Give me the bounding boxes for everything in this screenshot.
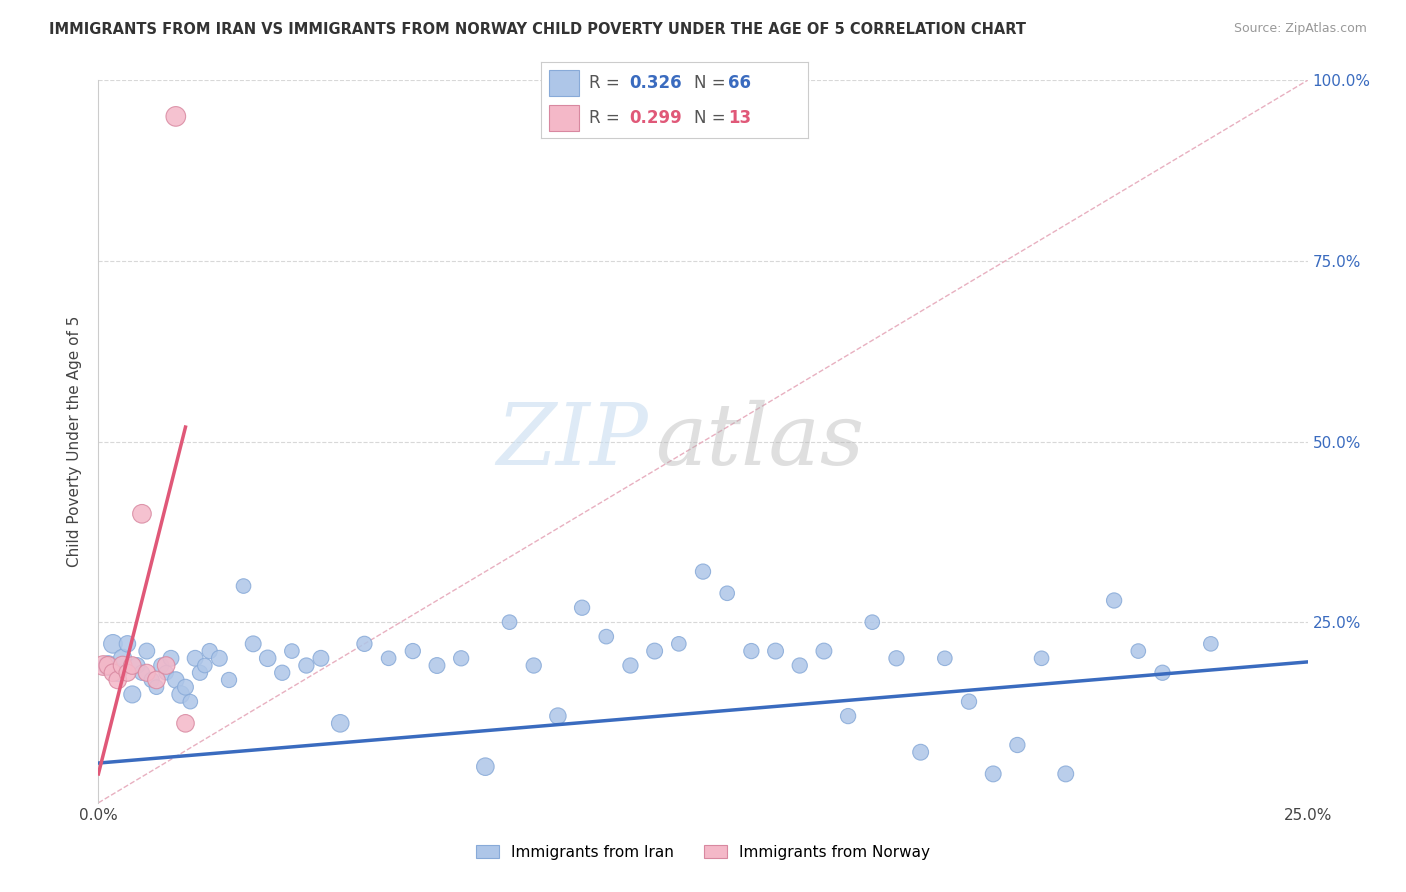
- Point: [474, 760, 496, 774]
- Point: [716, 586, 738, 600]
- Point: [765, 644, 787, 658]
- Point: [165, 110, 187, 124]
- Text: 66: 66: [728, 74, 751, 92]
- Point: [571, 600, 593, 615]
- Point: [127, 658, 149, 673]
- Point: [155, 658, 177, 673]
- Point: [160, 651, 183, 665]
- Point: [117, 637, 139, 651]
- Point: [837, 709, 859, 723]
- Point: [135, 644, 157, 658]
- Point: [155, 665, 177, 680]
- Point: [145, 680, 167, 694]
- Point: [1199, 637, 1222, 651]
- Point: [523, 658, 546, 673]
- Point: [111, 651, 134, 665]
- Text: 0.299: 0.299: [630, 109, 682, 127]
- Point: [101, 665, 124, 680]
- Point: [934, 651, 956, 665]
- Point: [131, 507, 153, 521]
- Point: [450, 651, 472, 665]
- Text: N =: N =: [693, 74, 731, 92]
- Point: [789, 658, 811, 673]
- Point: [740, 644, 762, 658]
- Text: R =: R =: [589, 74, 626, 92]
- Point: [179, 695, 201, 709]
- Point: [111, 658, 134, 673]
- Point: [910, 745, 932, 759]
- FancyBboxPatch shape: [550, 70, 579, 95]
- Point: [271, 665, 294, 680]
- Point: [135, 665, 157, 680]
- Point: [101, 637, 124, 651]
- Text: 13: 13: [728, 109, 751, 127]
- Text: IMMIGRANTS FROM IRAN VS IMMIGRANTS FROM NORWAY CHILD POVERTY UNDER THE AGE OF 5 : IMMIGRANTS FROM IRAN VS IMMIGRANTS FROM …: [49, 22, 1026, 37]
- Point: [107, 673, 129, 687]
- Point: [121, 658, 143, 673]
- FancyBboxPatch shape: [550, 105, 579, 130]
- Point: [174, 716, 197, 731]
- Point: [198, 644, 221, 658]
- Point: [232, 579, 254, 593]
- Point: [91, 658, 114, 673]
- Text: 0.326: 0.326: [630, 74, 682, 92]
- Point: [1152, 665, 1174, 680]
- Point: [595, 630, 617, 644]
- Point: [165, 673, 187, 687]
- Point: [1031, 651, 1053, 665]
- Point: [184, 651, 207, 665]
- Point: [886, 651, 908, 665]
- Point: [692, 565, 714, 579]
- Point: [150, 658, 173, 673]
- Point: [1007, 738, 1029, 752]
- Point: [498, 615, 520, 630]
- Point: [145, 673, 167, 687]
- Point: [1102, 593, 1125, 607]
- Point: [141, 673, 163, 687]
- Point: [547, 709, 569, 723]
- Point: [1054, 767, 1077, 781]
- Text: atlas: atlas: [655, 401, 863, 483]
- Text: R =: R =: [589, 109, 626, 127]
- Text: Source: ZipAtlas.com: Source: ZipAtlas.com: [1233, 22, 1367, 36]
- Point: [97, 658, 120, 673]
- Point: [281, 644, 304, 658]
- Point: [131, 665, 153, 680]
- Point: [329, 716, 352, 731]
- Text: N =: N =: [693, 109, 731, 127]
- Point: [860, 615, 883, 630]
- Point: [644, 644, 666, 658]
- Point: [169, 687, 191, 701]
- Point: [426, 658, 449, 673]
- Point: [194, 658, 217, 673]
- Point: [377, 651, 399, 665]
- Point: [188, 665, 211, 680]
- Point: [309, 651, 332, 665]
- Point: [353, 637, 375, 651]
- Point: [117, 665, 139, 680]
- Point: [295, 658, 318, 673]
- Point: [174, 680, 197, 694]
- Legend: Immigrants from Iran, Immigrants from Norway: Immigrants from Iran, Immigrants from No…: [468, 837, 938, 867]
- Point: [242, 637, 264, 651]
- Point: [97, 658, 120, 673]
- Point: [1128, 644, 1150, 658]
- Point: [218, 673, 240, 687]
- Point: [208, 651, 231, 665]
- Point: [121, 687, 143, 701]
- Point: [256, 651, 278, 665]
- Point: [981, 767, 1004, 781]
- Point: [668, 637, 690, 651]
- Point: [402, 644, 425, 658]
- Point: [619, 658, 641, 673]
- Point: [107, 665, 129, 680]
- Point: [957, 695, 980, 709]
- Point: [813, 644, 835, 658]
- Text: ZIP: ZIP: [496, 401, 648, 483]
- Y-axis label: Child Poverty Under the Age of 5: Child Poverty Under the Age of 5: [67, 316, 83, 567]
